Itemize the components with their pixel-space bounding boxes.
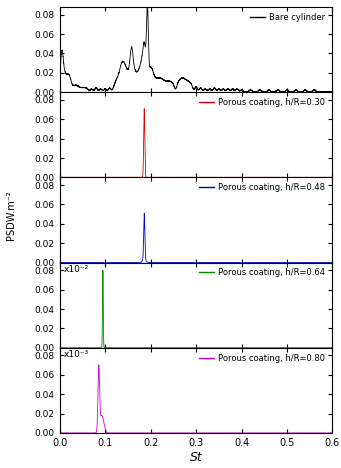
Legend: Porous coating, h/R=0.80: Porous coating, h/R=0.80 (198, 353, 326, 364)
Legend: Porous coating, h/R=0.48: Porous coating, h/R=0.48 (198, 183, 326, 193)
X-axis label: St: St (190, 451, 203, 463)
Text: x10⁻³: x10⁻³ (64, 350, 89, 359)
Legend: Porous coating, h/R=0.30: Porous coating, h/R=0.30 (198, 97, 326, 108)
Legend: Bare cylinder: Bare cylinder (250, 12, 326, 23)
Text: x10⁻²: x10⁻² (64, 265, 89, 274)
Legend: Porous coating, h/R=0.64: Porous coating, h/R=0.64 (198, 268, 326, 278)
Text: PSDW.m⁻²: PSDW.m⁻² (6, 190, 16, 240)
